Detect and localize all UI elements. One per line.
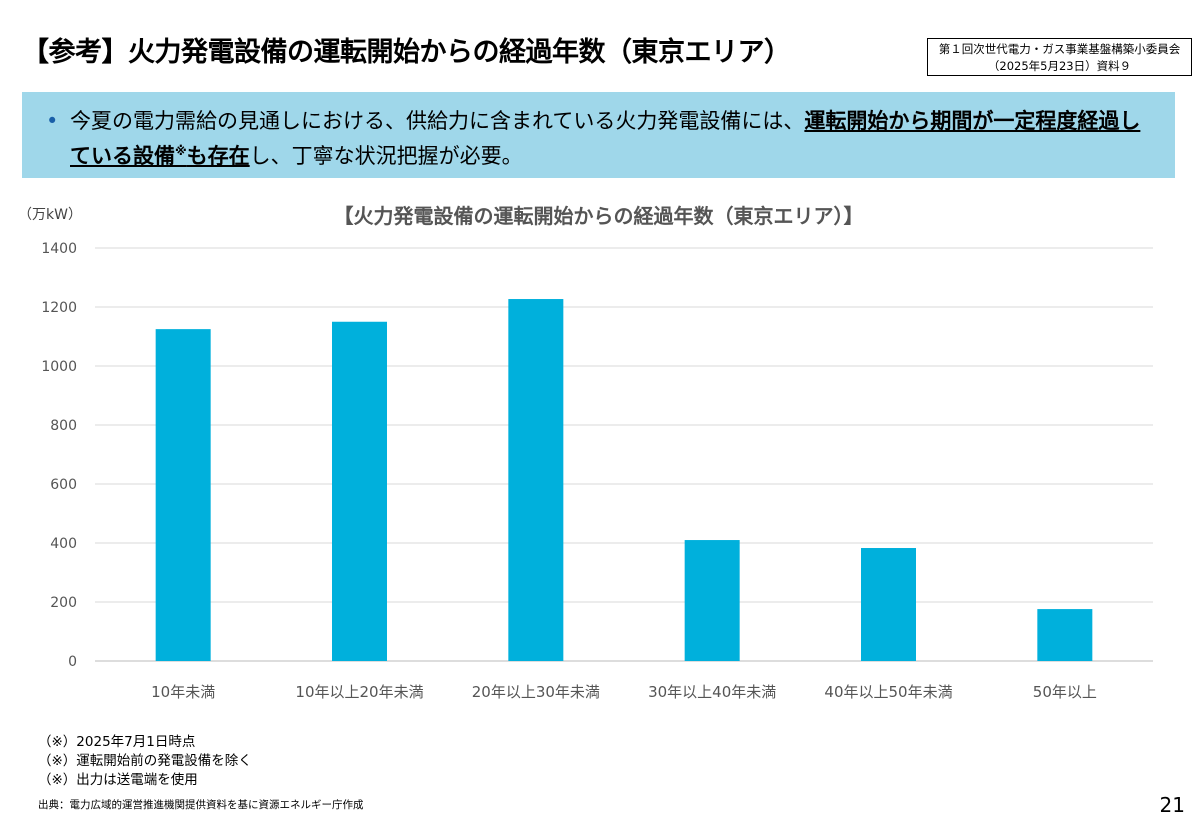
banner-mark: ※ (175, 144, 187, 158)
bar (861, 548, 916, 661)
y-tick-label: 1400 (41, 241, 77, 257)
x-tick-label: 40年以上50年未満 (824, 683, 952, 701)
page-title: 【参考】火力発電設備の運転開始からの経過年数（東京エリア） (22, 37, 791, 68)
meeting-label: 第１回次世代電力・ガス事業基盤構築小委員会 （2025年5月23日）資料９ (927, 38, 1192, 76)
x-tick-label: 50年以上 (1033, 683, 1097, 701)
banner-bold-2: も存在 (186, 144, 250, 168)
summary-banner: • 今夏の電力需給の見通しにおける、供給力に含まれている火力発電設備には、運転開… (22, 92, 1175, 178)
chart-title: 【火力発電設備の運転開始からの経過年数（東京エリア）】 (333, 204, 864, 228)
footnotes: （※）2025年7月1日時点 （※）運転開始前の発電設備を除く （※）出力は送電… (38, 733, 252, 790)
banner-bold-1: 運転開始から期間が一定程度経過している設備 (70, 109, 1141, 168)
y-tick-label: 400 (50, 536, 77, 552)
banner-text-1: 今夏の電力需給の見通しにおける、供給力に含まれている火力発電設備には、 (70, 109, 805, 133)
meeting-line-1: 第１回次世代電力・ガス事業基盤構築小委員会 (938, 42, 1181, 56)
footnote: （※）2025年7月1日時点 (38, 734, 196, 750)
footnote: （※）運転開始前の発電設備を除く (38, 753, 252, 769)
y-tick-label: 200 (50, 595, 77, 611)
x-tick-label: 20年以上30年未満 (472, 683, 600, 701)
y-tick-label: 0 (68, 654, 77, 670)
y-axis-unit: （万kW） (18, 207, 82, 223)
y-tick-label: 800 (50, 418, 77, 434)
bar (684, 540, 740, 661)
banner-text-2: し、丁寧な状況把握が必要。 (249, 144, 523, 168)
source-note: 出典：電力広域的運営推進機関提供資料を基に資源エネルギー庁作成 (38, 799, 364, 811)
x-tick-label: 10年未満 (151, 683, 215, 701)
y-tick-label: 1200 (41, 300, 77, 316)
bar (332, 321, 387, 661)
bar (155, 329, 211, 661)
bar (508, 299, 564, 661)
bullet: • (46, 109, 59, 133)
x-tick-label: 30年以上40年未満 (648, 683, 776, 701)
page-number: 21 (1159, 793, 1185, 817)
meeting-line-2: （2025年5月23日）資料９ (987, 59, 1132, 73)
y-tick-label: 1000 (41, 359, 77, 375)
footnote: （※）出力は送電端を使用 (38, 772, 198, 788)
y-tick-label: 600 (50, 477, 77, 493)
bar (1037, 609, 1093, 661)
x-tick-label: 10年以上20年未満 (295, 683, 423, 701)
